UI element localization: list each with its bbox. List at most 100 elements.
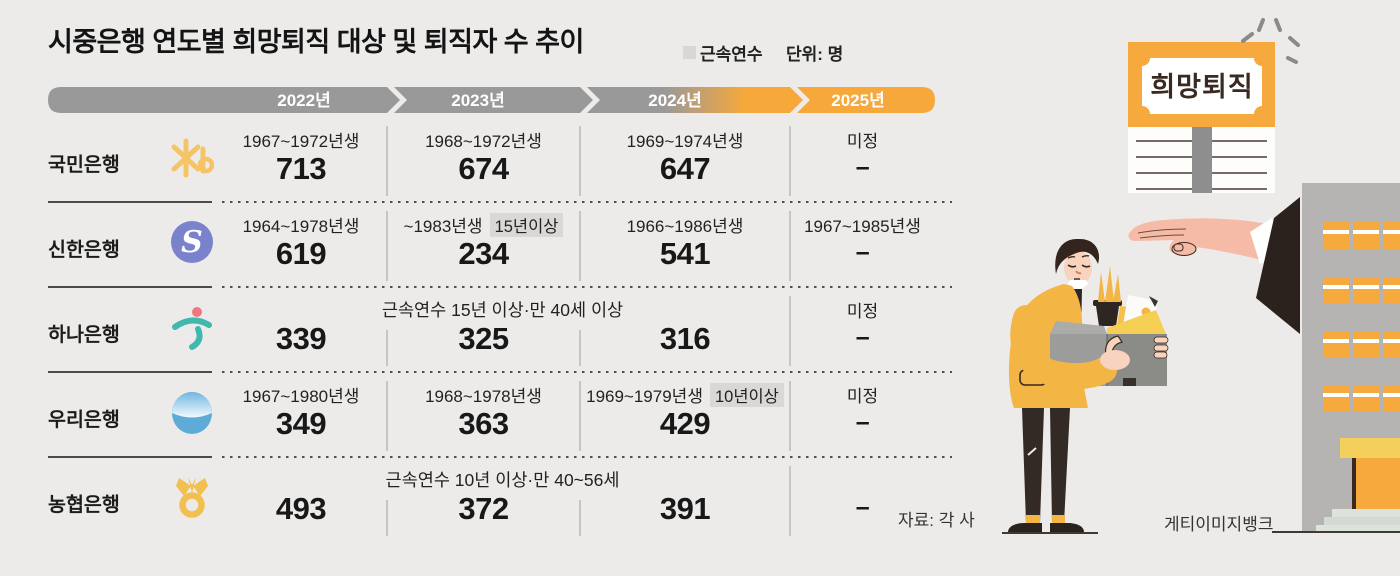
cell-value: 234 — [458, 236, 509, 271]
retirement-signboard: 희망퇴직 — [1128, 18, 1300, 193]
cell-value: 325 — [458, 321, 509, 356]
cell-value: 541 — [659, 236, 711, 271]
building-door — [1352, 458, 1400, 509]
woori-logo — [170, 388, 214, 436]
cell-criteria: 1969~1979년생 10년이상 — [580, 382, 790, 407]
cell-value: 349 — [275, 406, 327, 441]
column-divider — [789, 381, 791, 451]
cell-value: 363 — [458, 406, 509, 441]
row-separator-dotted — [222, 371, 952, 373]
row-separator-dotted — [222, 201, 952, 203]
cell-value: 493 — [275, 491, 327, 526]
nh-logo — [170, 473, 214, 521]
cell-criteria: ~1983년생 15년이상 — [387, 212, 580, 237]
year-label-2025: 2025년 — [831, 91, 884, 110]
bank-row: 농협은행 근속연수 10년 이상·만 40~56세 493 372 391 – — [48, 460, 948, 542]
hana-logo — [170, 303, 214, 351]
bank-name: 하나은행 — [48, 324, 120, 346]
column-divider — [789, 211, 791, 281]
bank-row: 신한은행 S 1964~1978년생 619 ~1983년생 15년이상 234 1966~1… — [48, 205, 952, 288]
timeline-segment-2025 — [797, 87, 935, 113]
year-label-2023: 2023년 — [451, 91, 504, 110]
cell-criteria: 1967~1972년생 — [242, 132, 360, 151]
column-divider — [789, 296, 791, 366]
tenure-badge: 15년이상 — [489, 213, 564, 237]
row-separator-solid — [48, 201, 212, 203]
row-separator-solid — [48, 456, 212, 458]
bank-name: 신한은행 — [48, 239, 120, 261]
column-divider — [386, 126, 388, 196]
column-divider — [386, 211, 388, 281]
cell-value: – — [855, 323, 870, 351]
building-windows — [1323, 222, 1400, 412]
building-awning — [1340, 438, 1400, 458]
column-divider — [386, 381, 388, 451]
pushing-hand-illustration — [1128, 197, 1300, 334]
column-divider — [386, 330, 388, 366]
cell-criteria: 미정 — [846, 302, 879, 321]
kb-logo — [170, 133, 215, 181]
bank-name: 농협은행 — [48, 494, 120, 516]
column-divider — [789, 126, 791, 196]
row-separator-dotted — [222, 456, 952, 458]
tenure-legend: 근속연수 — [683, 40, 763, 65]
cell-criteria: 1968~1978년생 — [425, 387, 542, 406]
year-label-2022: 2022년 — [277, 91, 330, 110]
column-divider — [579, 211, 581, 281]
cell-value: – — [855, 493, 870, 521]
span-criteria: 근속연수 10년 이상·만 40~56세 — [385, 470, 620, 490]
tenure-badge: 10년이상 — [709, 383, 784, 407]
tenure-legend-swatch — [683, 46, 696, 59]
cell-value: – — [855, 153, 870, 181]
row-separator-solid — [48, 371, 212, 373]
column-divider — [579, 381, 581, 451]
timeline-segment-2022 — [48, 87, 400, 113]
sparkle-marks — [1241, 18, 1300, 64]
source-label: 자료: 각 사 — [898, 511, 975, 530]
year-label-2024: 2024년 — [648, 91, 701, 110]
tenure-legend-label: 근속연수 — [700, 45, 763, 64]
cell-criteria: 미정 — [846, 132, 879, 151]
unit-label: 단위: 명 — [786, 45, 844, 64]
timeline-segment-2023 — [394, 87, 593, 113]
bank-row: 국민은행 1967~1972년생 713 1968~1972년생 674 1969~197… — [48, 120, 952, 203]
cell-value: 372 — [458, 491, 509, 526]
year-timeline: 2022년 2023년 2024년 2025년 — [48, 87, 935, 113]
suit-sleeve — [1256, 197, 1300, 334]
cell-value: 647 — [659, 151, 711, 186]
bank-row: 하나은행 근속연수 15년 이상·만 40세 이상 339 325 316 미정 – — [48, 290, 952, 373]
cell-criteria: 1966~1986년생 — [626, 217, 744, 236]
cell-value: 674 — [458, 151, 509, 186]
span-criteria: 근속연수 15년 이상·만 40세 이상 — [381, 300, 624, 320]
shinhan-logo: S — [170, 218, 214, 266]
row-separator-dotted — [222, 286, 952, 288]
column-divider — [579, 500, 581, 536]
svg-text:S: S — [181, 225, 203, 260]
bank-name: 우리은행 — [48, 409, 120, 431]
cell-criteria: 1967~1985년생 — [804, 217, 921, 236]
worker-illustration — [1002, 238, 1169, 534]
column-divider — [789, 466, 791, 536]
cell-criteria: 미정 — [846, 387, 879, 406]
sign-text: 희망퇴직 — [1150, 72, 1253, 102]
column-divider — [386, 500, 388, 536]
retirement-illustration: 희망퇴직 — [1002, 18, 1400, 534]
cell-value: 429 — [659, 406, 711, 441]
row-separator-solid — [48, 286, 212, 288]
column-divider — [579, 330, 581, 366]
page-title: 시중은행 연도별 희망퇴직 대상 및 퇴직자 수 추이 — [48, 27, 584, 57]
cell-value: 316 — [659, 321, 711, 356]
cell-criteria: 1964~1978년생 — [242, 217, 360, 236]
column-divider — [579, 126, 581, 196]
bank-building-illustration — [1272, 183, 1400, 533]
cell-criteria: 1968~1972년생 — [425, 132, 542, 151]
sign-post — [1192, 127, 1212, 193]
cell-value: 391 — [659, 491, 711, 526]
cell-value: – — [855, 408, 870, 436]
cell-criteria: 1969~1974년생 — [626, 132, 744, 151]
image-credit: 게티이미지뱅크 — [1164, 515, 1274, 534]
bank-name: 국민은행 — [48, 154, 120, 176]
cell-criteria: 1967~1980년생 — [242, 387, 360, 406]
cell-value: 713 — [275, 151, 327, 186]
